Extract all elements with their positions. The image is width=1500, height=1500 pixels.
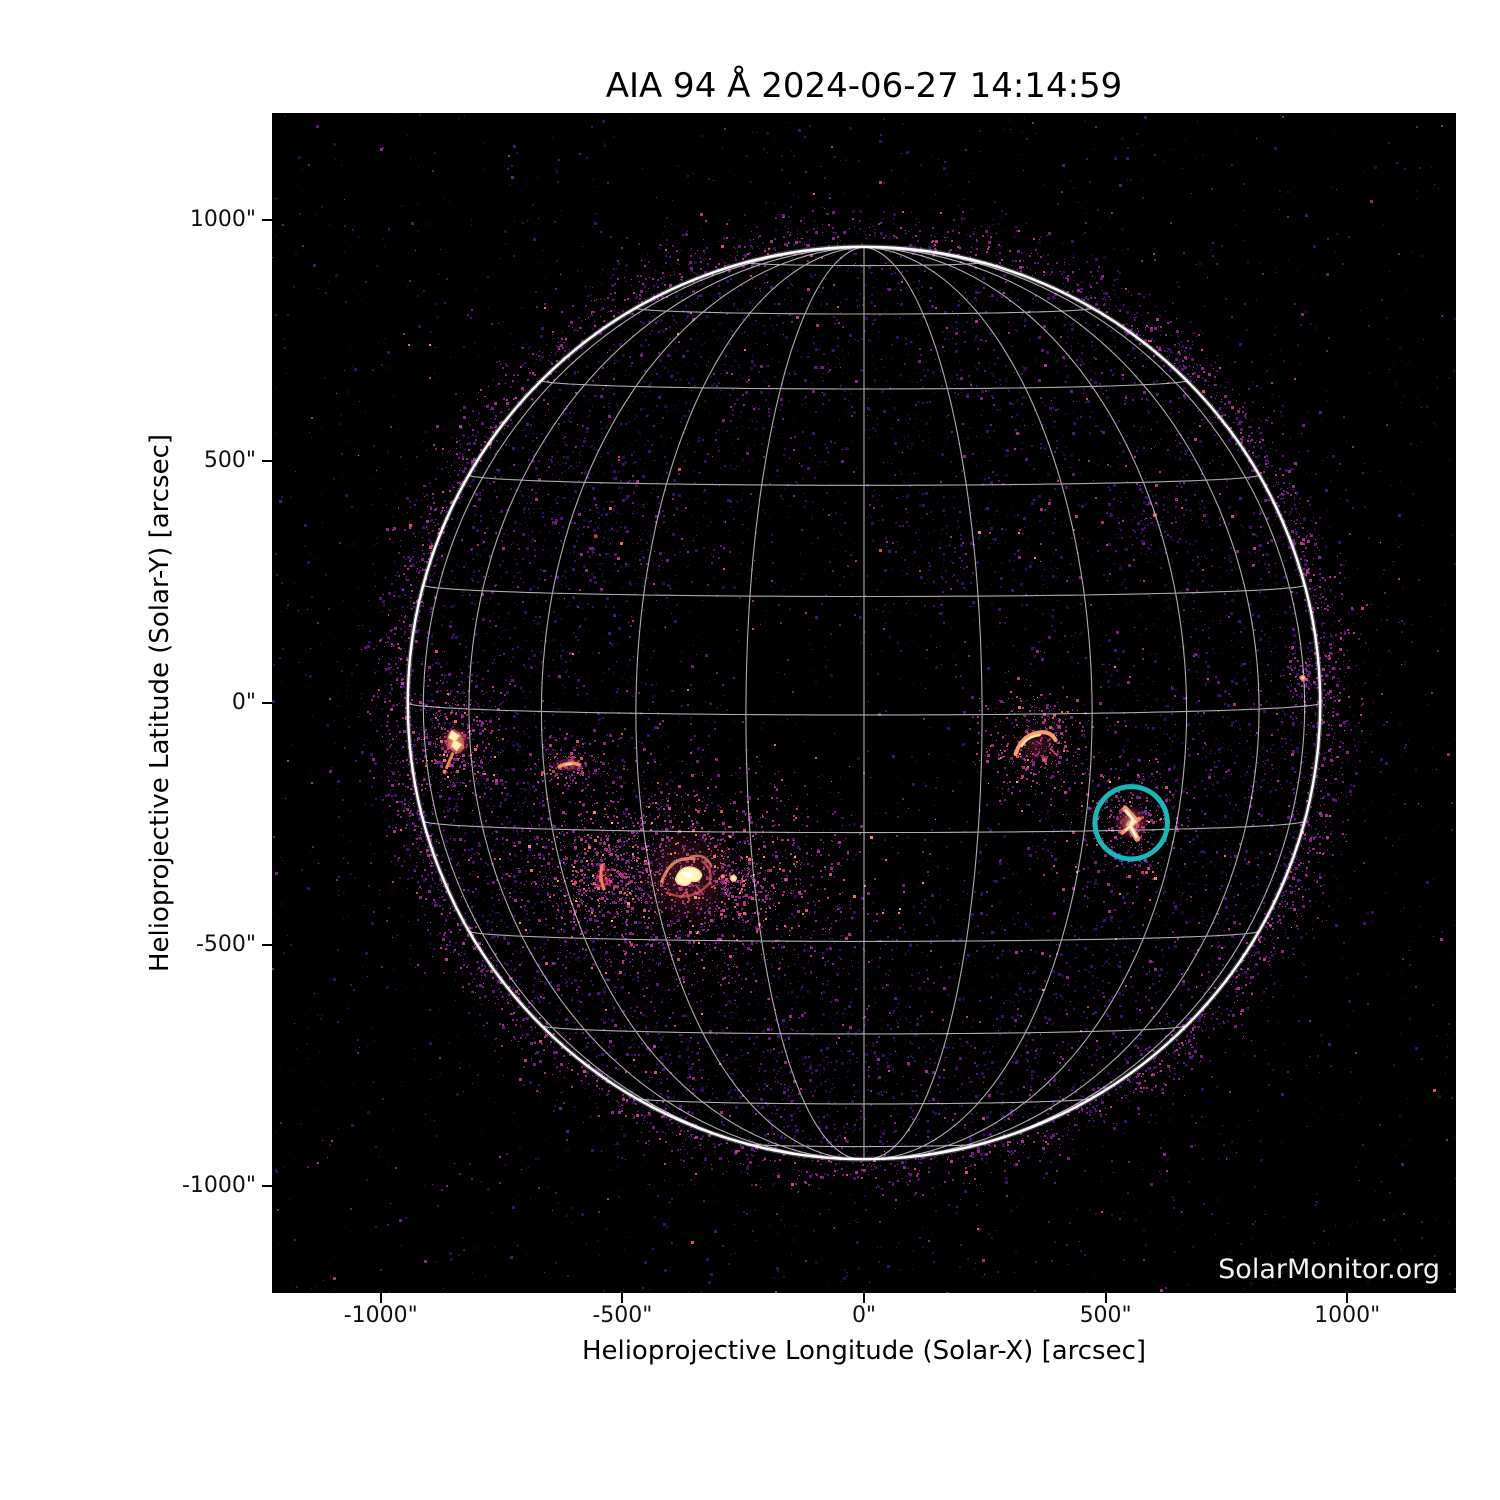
x-tick-label: -1000" (343, 1303, 418, 1328)
y-tick-mark (262, 460, 272, 463)
y-tick-mark (262, 218, 272, 221)
feature-streak-southeast (597, 863, 609, 891)
x-tick-label: 1000" (1314, 1303, 1381, 1328)
heliographic-grid-lines (407, 246, 1321, 1160)
x-tick-label: -500" (592, 1303, 653, 1328)
x-axis-label: Helioprojective Longitude (Solar-X) [arc… (581, 1336, 1147, 1366)
x-tick-mark (1104, 1293, 1107, 1303)
watermark: SolarMonitor.org (1218, 1254, 1440, 1285)
solar-limb (406, 245, 1322, 1161)
feature-active-region-complex-southeast (635, 825, 740, 929)
y-tick-label: -1000" (181, 1173, 256, 1199)
x-tick-label: 0" (851, 1303, 877, 1328)
feature-faint-speck-upper-right (1152, 513, 1157, 517)
feature-point-southeast (720, 874, 737, 882)
feature-limb-spot-west (1299, 674, 1306, 681)
y-tick-label: 500" (203, 448, 256, 474)
heliographic-grid-overlay (405, 244, 1323, 1162)
y-tick-mark (262, 702, 272, 704)
y-tick-label: 0" (231, 690, 256, 715)
feature-faint-speck-upper-left (593, 534, 598, 539)
x-tick-mark (863, 1293, 865, 1303)
x-tick-mark (1346, 1293, 1349, 1303)
figure-title: AIA 94 Å 2024-06-27 14:14:59 (605, 66, 1123, 106)
y-tick-label: -500" (195, 931, 256, 957)
feature-active-region-west (1013, 722, 1059, 767)
y-tick-mark (262, 1185, 272, 1188)
plot-area: SolarMonitor.org (272, 113, 1456, 1293)
annotation-circle (1092, 784, 1170, 862)
feature-flare-east-limb (439, 725, 472, 774)
feature-small-streak-east (556, 758, 583, 771)
y-tick-label: 1000" (189, 206, 256, 232)
x-tick-mark (379, 1293, 382, 1303)
x-tick-label: 500" (1079, 1303, 1132, 1328)
feature-flare-circled (1113, 804, 1150, 842)
y-tick-mark (262, 943, 272, 946)
x-tick-mark (621, 1293, 624, 1303)
y-axis-label: Helioprojective Latitude (Solar-Y) [arcs… (145, 433, 175, 973)
